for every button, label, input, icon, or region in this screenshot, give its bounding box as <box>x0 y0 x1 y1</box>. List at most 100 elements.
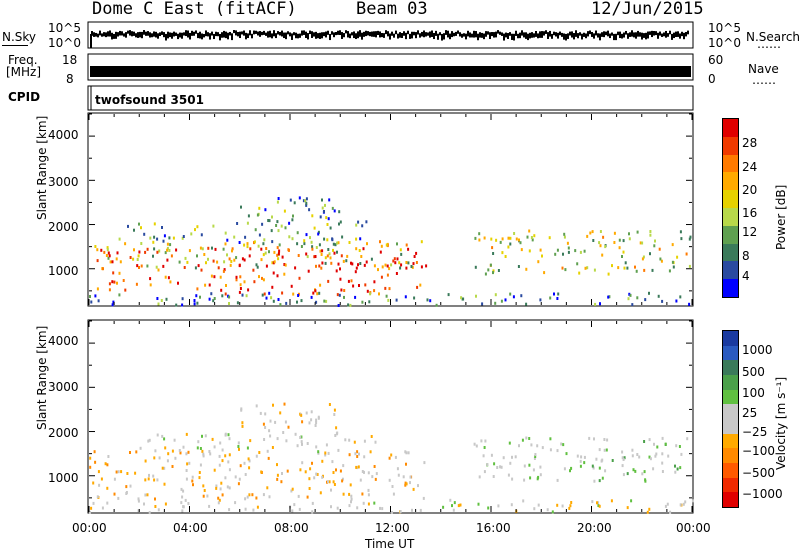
data-cell <box>231 249 233 253</box>
data-cell <box>324 453 327 457</box>
data-cell <box>177 281 179 285</box>
data-cell <box>260 470 263 474</box>
data-cell <box>238 447 240 451</box>
data-cell <box>302 199 305 203</box>
data-cell <box>556 248 559 252</box>
data-cell <box>104 462 107 466</box>
data-cell <box>102 267 104 271</box>
data-cell <box>691 499 694 503</box>
data-cell <box>325 443 328 447</box>
data-cell <box>626 472 629 476</box>
power-colorbar-swatch <box>723 119 738 137</box>
data-cell <box>324 203 326 207</box>
data-cell <box>317 416 320 420</box>
data-cell <box>328 198 331 202</box>
data-cell <box>688 302 691 306</box>
data-cell <box>116 251 119 255</box>
data-cell <box>497 269 500 272</box>
freq-frame <box>87 53 694 81</box>
data-cell <box>379 506 381 510</box>
data-cell <box>186 462 189 466</box>
xtick-2: 08:00 <box>274 521 309 535</box>
data-cell <box>442 505 445 509</box>
data-cell <box>337 262 340 266</box>
data-cell <box>308 421 311 425</box>
data-cell <box>306 255 309 259</box>
data-cell <box>133 248 135 252</box>
data-cell <box>521 438 524 442</box>
data-cell <box>257 244 260 248</box>
data-cell <box>497 504 500 508</box>
data-cell <box>531 238 534 242</box>
data-cell <box>228 302 230 305</box>
data-cell <box>181 495 184 499</box>
data-cell <box>404 483 407 487</box>
data-cell <box>94 460 97 464</box>
data-cell <box>191 475 194 479</box>
data-cell <box>170 254 173 258</box>
data-cell <box>231 247 234 251</box>
data-cell <box>293 201 296 205</box>
data-cell <box>333 209 336 213</box>
data-cell <box>263 292 266 296</box>
data-cell <box>163 234 166 238</box>
velocity-cb-tick-neg100: −100 <box>742 444 775 458</box>
data-cell <box>315 421 318 424</box>
data-cell <box>103 250 106 254</box>
plot-title: Dome C East (fitACF) <box>92 0 297 19</box>
data-cell <box>626 506 629 510</box>
data-cell <box>283 209 286 213</box>
velocity-cb-label: Velocity [m s⁻¹] <box>774 376 788 470</box>
data-cell <box>89 456 92 460</box>
velocity-cb-tick-100: 100 <box>742 386 765 400</box>
data-cell <box>244 473 247 476</box>
data-cell <box>332 480 335 484</box>
data-cell <box>528 249 531 253</box>
data-cell <box>362 247 365 251</box>
data-cell <box>243 280 246 284</box>
data-cell <box>507 473 510 477</box>
data-cell <box>480 439 483 443</box>
data-cell <box>386 264 389 268</box>
data-cell <box>118 293 121 297</box>
data-cell <box>305 252 308 256</box>
data-cell <box>90 300 93 304</box>
data-cell <box>277 298 280 301</box>
data-cell <box>429 299 432 303</box>
xtick-6: 00:00 <box>676 521 711 535</box>
data-cell <box>653 244 656 248</box>
data-cell <box>166 459 169 463</box>
data-cell <box>474 236 477 240</box>
data-cell <box>112 300 115 304</box>
data-cell <box>323 210 325 213</box>
data-cell <box>268 219 271 223</box>
data-cell <box>373 289 376 293</box>
data-cell <box>680 237 683 241</box>
data-cell <box>391 485 394 488</box>
data-cell <box>184 256 187 260</box>
data-cell <box>355 237 358 241</box>
data-cell <box>599 230 602 233</box>
data-cell <box>137 509 140 513</box>
data-cell <box>423 461 426 465</box>
data-cell <box>249 247 252 251</box>
data-cell <box>610 499 613 503</box>
data-cell <box>180 487 183 491</box>
data-cell <box>200 268 203 272</box>
data-cell <box>316 292 319 296</box>
data-cell <box>143 232 146 236</box>
data-cell <box>500 299 503 303</box>
data-cell <box>528 229 531 233</box>
data-cell <box>198 476 201 480</box>
data-cell <box>618 238 621 242</box>
data-cell <box>323 299 326 303</box>
data-cell <box>164 251 167 255</box>
data-cell <box>541 254 543 258</box>
data-cell <box>618 246 621 250</box>
data-cell <box>324 256 327 260</box>
data-cell <box>221 493 224 497</box>
data-cell <box>457 504 460 508</box>
data-cell <box>597 504 600 507</box>
data-cell <box>156 478 159 482</box>
velocity-colorbar-swatch <box>723 404 738 420</box>
